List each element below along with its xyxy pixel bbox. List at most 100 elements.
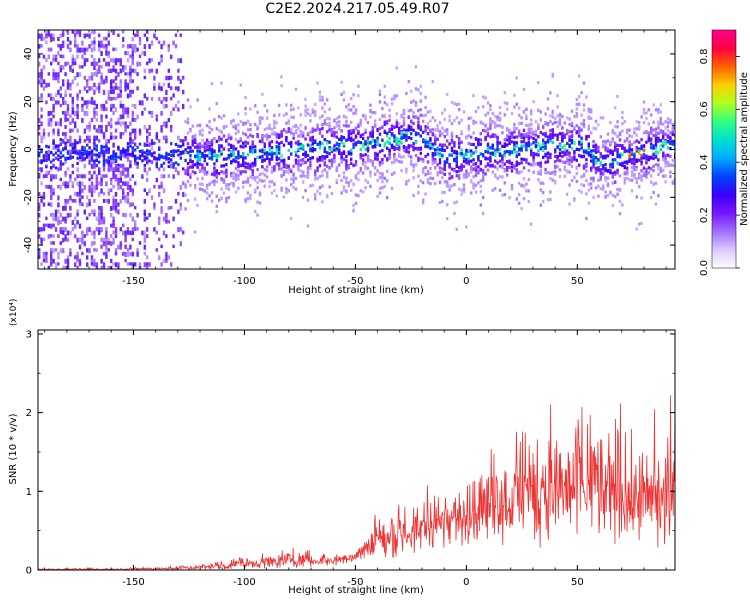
spectrogram-cell [470, 153, 473, 158]
spectrogram-cell [419, 157, 422, 161]
spectrogram-cell [659, 120, 662, 124]
spectrogram-cell [136, 114, 139, 120]
spectrogram-cell [57, 216, 60, 221]
spectrogram-cell [124, 125, 127, 129]
spectrogram-cell [316, 81, 319, 85]
spectrogram-cell [556, 125, 559, 129]
spectrogram-cell [484, 129, 487, 133]
spectrogram-cell [225, 139, 228, 143]
spectrogram-cell [258, 173, 262, 177]
spectrogram-cell [50, 251, 53, 257]
spectrogram-cell [246, 153, 250, 157]
spectrogram-cell [71, 155, 74, 159]
spectrogram-cell [614, 170, 617, 174]
spectrogram-cell [230, 181, 233, 185]
spectrogram-cell [582, 125, 586, 129]
spectrogram-cell [52, 72, 55, 77]
spectrogram-cell [215, 194, 218, 198]
spectrogram-cell [102, 220, 106, 225]
spectrogram-cell [654, 134, 658, 138]
spectrogram-cell [150, 68, 154, 73]
spectrogram-cell [568, 130, 571, 134]
spectrogram-cell [482, 195, 485, 200]
spectrogram-cell [232, 184, 235, 188]
spectrogram-cell [174, 143, 178, 146]
spectrogram-cell [333, 126, 336, 130]
spectrogram-cell [239, 163, 242, 167]
spectrogram-cell [364, 186, 367, 190]
spectrogram-cell [110, 234, 113, 238]
spectrogram-cell [114, 202, 118, 207]
spectrogram-cell [486, 157, 490, 161]
spectrogram-cell [52, 107, 55, 113]
spectrogram-cell [112, 223, 115, 229]
spectrogram-cell [662, 151, 665, 155]
spectrogram-cell [126, 142, 130, 146]
spectrogram-cell [52, 223, 55, 228]
spectrogram-cell [167, 47, 170, 52]
spectrogram-cell [90, 158, 94, 162]
spectrogram-cell [54, 262, 58, 268]
spectrogram-cell [150, 146, 154, 151]
spectrogram-cell [232, 150, 235, 154]
spectrogram-cell [410, 89, 413, 93]
spectrogram-cell [510, 165, 514, 169]
spectrogram-cell [143, 68, 146, 73]
spectrogram-cell [544, 167, 547, 171]
spectrogram-cell [453, 149, 456, 153]
spectrogram-cell [527, 189, 530, 193]
spectrogram-cell [419, 92, 422, 96]
spectrogram-cell [69, 139, 72, 144]
spectrogram-cell [117, 262, 120, 267]
spectrogram-cell [338, 124, 341, 128]
spectrogram-cell [551, 171, 554, 175]
spectrogram-cell [95, 144, 98, 148]
spectrogram-cell [50, 262, 53, 267]
spectrogram-cell [515, 127, 518, 131]
spectrogram-cell [52, 140, 55, 144]
spectrogram-cell [278, 135, 281, 140]
spectrogram-cell [112, 96, 115, 101]
spectrogram-cell [268, 148, 271, 152]
spectrogram-cell [450, 140, 454, 144]
spectrogram-cell [551, 111, 554, 115]
spectrogram-cell [354, 111, 358, 115]
spectrogram-cell [441, 148, 444, 152]
spectrogram-cell [110, 82, 113, 88]
spectrogram-cell [201, 128, 204, 133]
spectrogram-cell [304, 160, 307, 165]
spectrogram-cell [352, 183, 355, 187]
spectrogram-cell [482, 154, 485, 158]
spectrogram-cell [520, 116, 523, 120]
spectrogram-cell [371, 163, 374, 167]
spectrogram-cell [503, 144, 506, 148]
spectrogram-cell [64, 237, 67, 242]
spectrogram-cell [412, 148, 415, 152]
spectrogram-cell [246, 141, 250, 145]
spectrogram-cell [122, 230, 125, 236]
spectrogram-cell [551, 115, 554, 119]
spectrogram-cell [263, 104, 266, 108]
spectrogram-cell [122, 107, 125, 113]
spectrogram-cell [638, 222, 641, 226]
spectrogram-cell [280, 159, 283, 163]
spectrogram-cell [69, 143, 72, 147]
spectrogram-cell [556, 120, 559, 124]
spectrogram-cell [609, 141, 612, 145]
spectrogram-cell [227, 196, 230, 200]
spectrogram-cell [90, 61, 94, 66]
spectrogram-cell [482, 95, 485, 99]
spectrogram-cell [38, 125, 41, 130]
spectrogram-cell [167, 68, 170, 73]
spectrogram-cell [57, 144, 60, 148]
spectrogram-cell [450, 138, 454, 143]
spectrogram-cell [129, 75, 132, 81]
spectrogram-cell [114, 121, 118, 125]
spectrogram-cell [494, 153, 497, 158]
spectrogram-cell [671, 128, 674, 132]
spectrogram-cell [484, 165, 487, 169]
spectrogram-cell [479, 189, 482, 194]
spectrogram-cell [568, 151, 571, 155]
spectrogram-cell [530, 222, 533, 226]
spectrogram-cell [438, 158, 442, 162]
